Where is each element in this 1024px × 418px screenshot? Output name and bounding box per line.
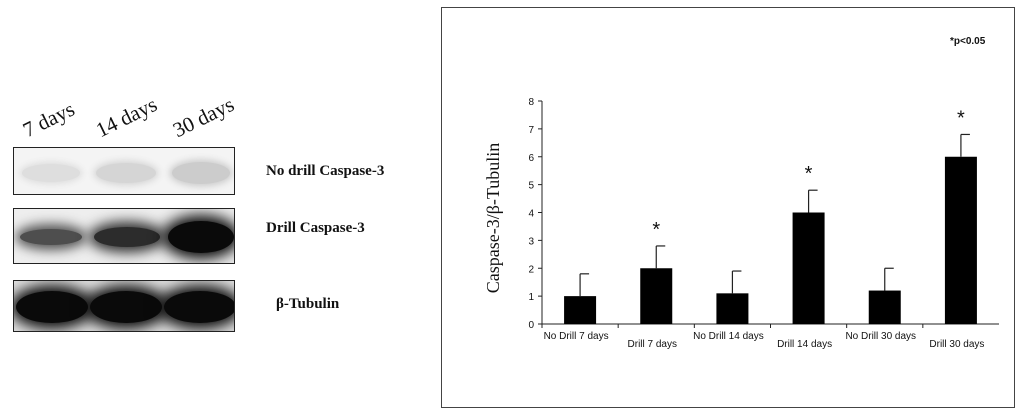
bar <box>564 296 597 324</box>
x-tick-label: Drill 14 days <box>777 339 832 350</box>
lane-label: 30 days <box>169 92 238 143</box>
significance-marker: * <box>805 163 813 185</box>
blot-band <box>94 227 160 247</box>
y-tick-label: 3 <box>528 236 534 247</box>
blot-band <box>164 291 234 323</box>
blot-band <box>96 163 156 183</box>
row-label-tubulin: β-Tubulin <box>276 296 340 312</box>
significance-marker: * <box>652 219 660 241</box>
blot-strip-tubulin <box>13 280 235 332</box>
blot-strip-no-drill <box>13 147 235 195</box>
y-tick-label: 2 <box>528 264 534 275</box>
significance-marker: * <box>957 107 965 129</box>
chart-panel: *p<0.05 Caspase-3/β-Tubulin 0 1 2 3 4 5 6 7 8 No … <box>441 7 1015 408</box>
blot-band <box>172 162 230 184</box>
blot-band <box>16 291 88 323</box>
x-tick-label: No Drill 7 days <box>544 331 609 342</box>
y-tick-label: 7 <box>528 125 534 136</box>
significance-note: *p<0.05 <box>950 36 986 47</box>
bar <box>716 293 749 324</box>
y-tick-label: 8 <box>528 97 534 108</box>
row-label-no-drill: No drill Caspase-3 <box>266 163 385 179</box>
y-tick-label: 0 <box>528 320 534 331</box>
x-tick-label: Drill 30 days <box>929 339 984 350</box>
bar <box>792 212 825 324</box>
blot-band <box>20 229 82 245</box>
y-tick-label: 6 <box>528 153 534 164</box>
bar-chart: *p<0.05 Caspase-3/β-Tubulin 0 1 2 3 4 5 6 7 8 No … <box>483 36 999 350</box>
blot-band <box>22 164 80 182</box>
y-axis-label: Caspase-3/β-Tubulin <box>483 143 503 294</box>
row-label-drill: Drill Caspase-3 <box>266 220 365 236</box>
x-tick-label: Drill 7 days <box>628 339 677 350</box>
y-tick-label: 4 <box>528 209 534 220</box>
blot-band <box>168 221 234 253</box>
lane-label: 14 days <box>92 92 161 143</box>
lane-label: 7 days <box>19 96 79 143</box>
blot-band <box>90 291 162 323</box>
bar <box>944 156 977 324</box>
blot-strip-drill <box>13 208 235 264</box>
bar <box>640 268 673 324</box>
bar <box>868 290 901 324</box>
y-tick-label: 1 <box>528 292 534 303</box>
x-tick-label: No Drill 14 days <box>693 331 764 342</box>
y-tick-label: 5 <box>528 181 534 192</box>
x-tick-label: No Drill 30 days <box>845 331 916 342</box>
